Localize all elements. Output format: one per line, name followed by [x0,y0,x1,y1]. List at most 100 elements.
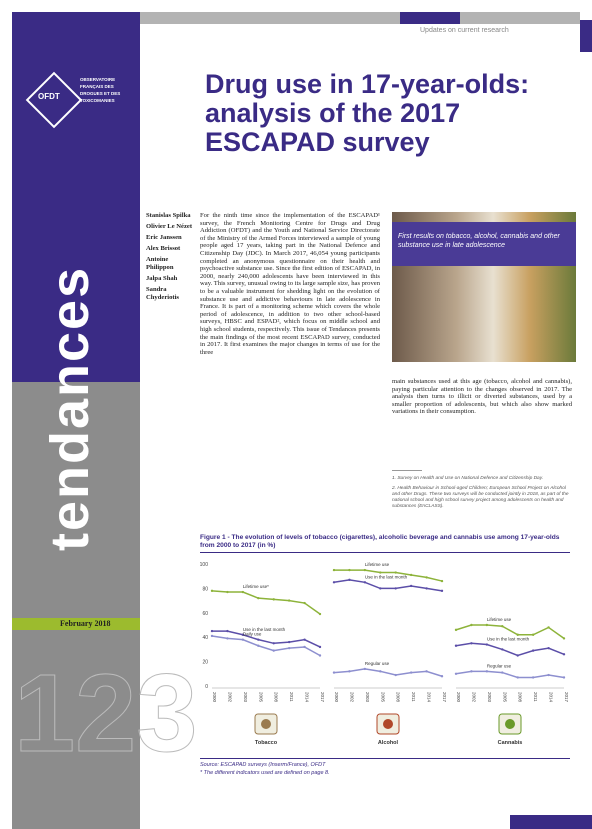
series-point [333,671,335,673]
x-tick-label: 2005 [502,692,507,703]
series-label: Use in the last month [365,574,408,579]
author: Sandra Chyderiotis [146,286,194,302]
panel-label: Alcohol [378,740,399,746]
series-point [547,674,549,676]
series-point [486,624,488,626]
series-point [226,630,228,632]
series-point [517,676,519,678]
footnote: 2. Health Behaviour in School-aged Child… [392,486,572,510]
x-tick-label: 2014 [427,692,432,703]
series-point [242,638,244,640]
series-point [563,653,565,655]
x-tick-label: 2003 [487,692,492,703]
series-point [319,654,321,656]
series-point [348,579,350,581]
y-tick-label: 20 [202,660,208,666]
footnote: 1. Survey on Health and Use on National … [392,476,572,482]
series-point [257,597,259,599]
figure-note: * The different indicators used are defi… [200,770,330,776]
series-point [501,671,503,673]
x-tick-label: 2008 [396,692,401,703]
series-point [532,649,534,651]
x-tick-label: 2014 [305,692,310,703]
series-point [211,590,213,592]
top-accent [400,12,460,24]
figure-title: Figure 1 - The evolution of levels of to… [200,534,570,550]
series-point [410,585,412,587]
series-point [288,599,290,601]
footnote-rule [392,470,422,471]
series-point [455,629,457,631]
panel-icon-glyph [505,719,515,729]
series-point [532,676,534,678]
series-point [348,569,350,571]
series-point [288,647,290,649]
y-tick-label: 80 [202,586,208,592]
x-tick-label: 2011 [411,692,416,702]
series-point [486,670,488,672]
series-label: Use in the last month [487,637,530,642]
date: February 2018 [60,619,110,628]
figure-rule [200,552,570,553]
series-label: Regular use [365,661,390,666]
series-point [455,673,457,675]
y-tick-label: 40 [202,635,208,641]
series-point [319,646,321,648]
panel-icon-glyph [383,719,393,729]
series-point [547,626,549,628]
body-col-1: For the ninth time since the implementat… [200,212,380,356]
right-accent [580,20,592,52]
series-point [395,587,397,589]
x-tick-label: 2005 [380,692,385,703]
series-point [501,625,503,627]
x-tick-label: 2017 [564,692,569,703]
x-tick-label: 2011 [533,692,538,702]
series-point [563,676,565,678]
figure-chart: 0204060801002000200220032005200820112014… [196,556,576,756]
series-point [242,591,244,593]
series-label: Daily use [243,632,262,637]
x-tick-label: 2008 [274,692,279,703]
series-point [563,637,565,639]
series-point [410,574,412,576]
author: Stanislas Spilka [146,212,194,220]
series-point [501,648,503,650]
author: Jalpa Shah [146,275,194,283]
body-col-2: main substances used at this age (tobacc… [392,378,572,416]
series-point [410,671,412,673]
logo-text: OBSERVATOIRE FRANÇAIS DES DROGUES ET DES… [80,76,128,104]
series-point [303,602,305,604]
series-point [395,674,397,676]
x-tick-label: 2002 [349,692,354,703]
series-point [455,645,457,647]
box-caption: First results on tobacco, alcohol, canna… [398,232,570,250]
figure-source: Source: ESCAPAD surveys (Inserm/France),… [200,762,326,768]
series-name: tendances [39,251,101,551]
x-tick-label: 2017 [320,692,325,703]
series-point [425,576,427,578]
figure-rule [200,758,570,759]
series-point [226,591,228,593]
series-point [273,642,275,644]
series-point [470,642,472,644]
x-tick-label: 2017 [442,692,447,703]
top-strip [140,12,580,24]
series-point [379,587,381,589]
series-point [319,613,321,615]
series-point [273,649,275,651]
panel-label: Cannabis [498,740,523,746]
x-tick-label: 2005 [258,692,263,703]
big-number: 123 [14,650,198,777]
panel-icon-glyph [261,719,271,729]
x-tick-label: 2000 [456,692,461,703]
series-point [441,590,443,592]
x-tick-label: 2008 [518,692,523,703]
series-point [303,646,305,648]
logo: OFDT [38,92,60,101]
series-line [456,643,564,655]
series-point [532,634,534,636]
series-point [211,630,213,632]
series-point [441,580,443,582]
x-tick-label: 2002 [471,692,476,703]
